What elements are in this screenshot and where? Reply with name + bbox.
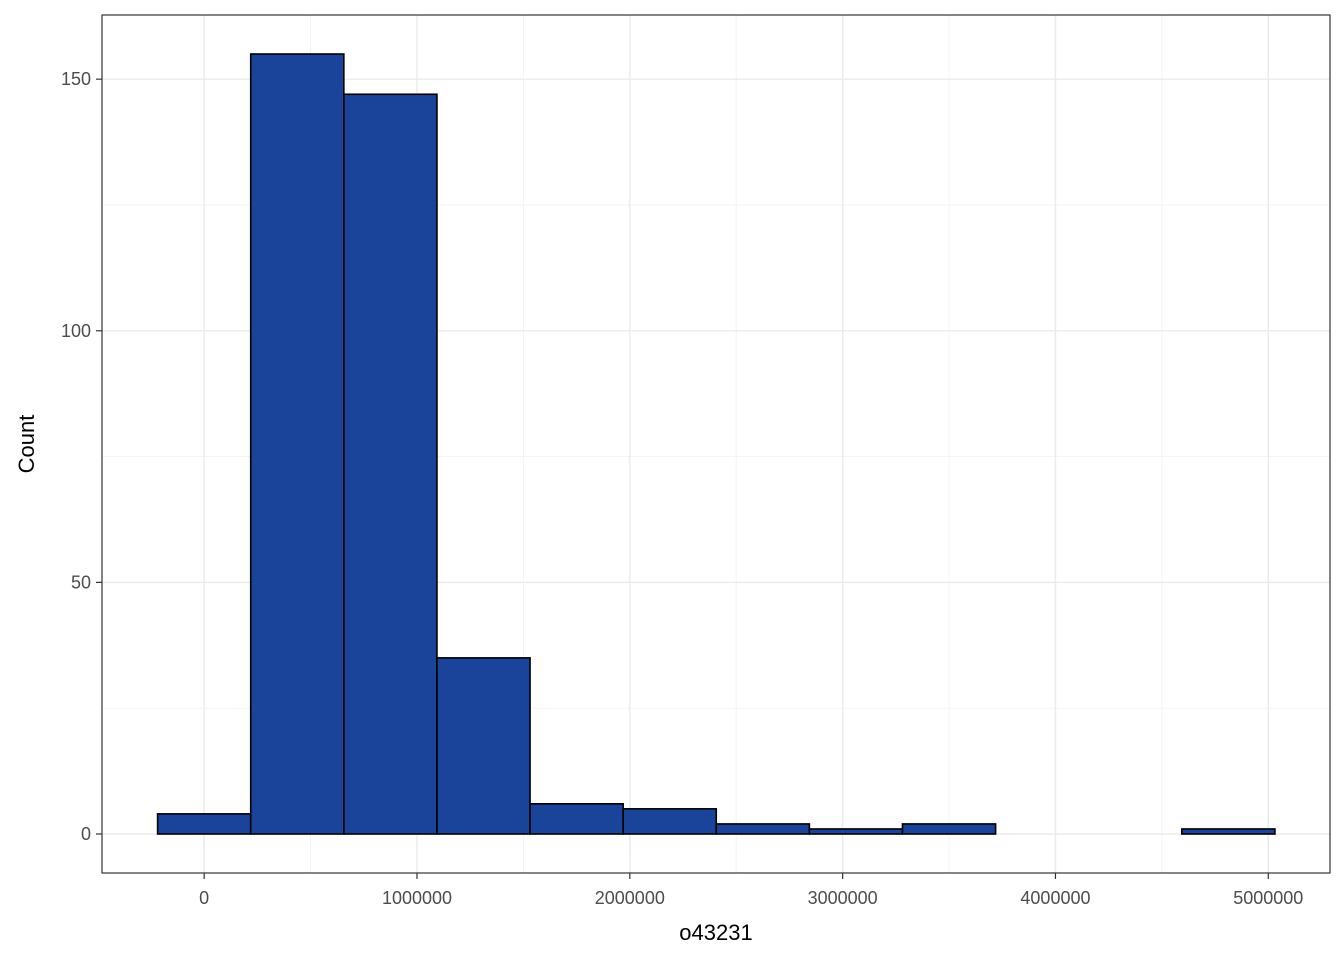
x-tick-label: 3000000	[808, 888, 878, 908]
histogram-bar	[156, 813, 252, 835]
y-tick-label: 50	[71, 572, 91, 592]
y-tick-label: 150	[61, 69, 91, 89]
x-tick-label: 0	[199, 888, 209, 908]
histogram-bar	[622, 808, 718, 835]
histogram-bar	[901, 823, 997, 835]
x-tick-label: 1000000	[382, 888, 452, 908]
y-axis-ticks: 0 50 100 150	[61, 69, 102, 844]
y-axis-title: Count	[14, 415, 39, 474]
histogram-bar	[343, 93, 438, 835]
histogram-bar	[715, 823, 811, 835]
y-tick-label: 0	[81, 824, 91, 844]
x-tick-label: 2000000	[595, 888, 665, 908]
x-axis-ticks: 0 1000000 2000000 3000000 4000000 5000000	[199, 873, 1303, 908]
x-axis-title: o43231	[679, 920, 752, 945]
y-tick-label: 100	[61, 321, 91, 341]
x-tick-label: 4000000	[1020, 888, 1090, 908]
histogram-bar	[249, 53, 345, 835]
histogram-bars	[156, 53, 1276, 835]
histogram-bar	[529, 803, 624, 835]
plot-panel-border	[101, 14, 1331, 874]
histogram-bar	[1181, 828, 1276, 835]
histogram-bar	[436, 657, 531, 835]
histogram-bar	[808, 828, 904, 835]
x-tick-label: 5000000	[1233, 888, 1303, 908]
